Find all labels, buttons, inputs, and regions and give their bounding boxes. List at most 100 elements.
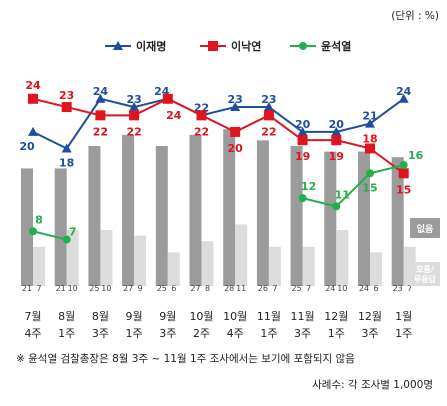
data-point-square [331,135,342,146]
data-point-triangle [331,126,342,136]
legend-marker-square [208,41,218,51]
bar-none-value: 25 [89,284,99,293]
x-tick-month: 1월 [395,310,412,323]
x-tick-week: 1주 [58,327,75,340]
sample-size: 사례수: 각 조사별 1,000명 [312,379,433,391]
bar-none-value: 28 [224,284,234,293]
data-point-square [196,110,207,121]
data-point-triangle [95,93,106,103]
bar-none-value: 27 [123,284,133,293]
x-tick-week: 1주 [126,327,143,340]
x-tick-week: 3주 [92,327,109,340]
bar-dk [201,241,214,286]
bar-none-value: 24 [325,284,335,293]
legend-label-dk: 무응답 [414,274,437,284]
data-label-circle: 12 [301,180,316,193]
data-point-circle [298,194,307,203]
bar-none [256,140,269,286]
bar-none-value: 21 [22,284,32,293]
data-point-triangle [365,118,375,128]
legend-label-none: 없음 [417,223,434,235]
series-line-circle [302,164,404,208]
x-tick-month: 8월 [92,310,109,323]
bar-dk-value: 10 [337,284,347,293]
data-point-square [61,102,72,113]
bar-none-value: 23 [393,284,403,293]
data-label-triangle: 20 [295,118,311,131]
x-tick-month: 11월 [291,310,315,323]
data-point-triangle [297,126,308,136]
bar-none [189,134,202,286]
legend-label-dk: 모름/ [416,264,434,274]
x-tick-month: 8월 [58,310,75,323]
bar-none [54,168,67,286]
legend-label: 윤석열 [321,39,351,53]
bar-none [358,151,370,286]
legend-marker-circle [299,42,307,50]
bar-none [290,146,303,286]
data-label-square: 23 [59,89,74,102]
legend-label: 이낙연 [231,39,261,53]
x-tick-month: 9월 [159,310,176,323]
bar-none-value: 25 [157,284,167,293]
data-label-triangle: 21 [362,110,377,123]
bar-none [155,146,168,286]
data-label-triangle: 20 [329,118,345,131]
data-label-square: 24 [166,109,182,122]
data-label-triangle: 23 [228,93,243,106]
data-label-square: 22 [126,125,141,138]
data-label-triangle: 24 [93,85,109,98]
data-point-square [398,168,409,179]
data-point-triangle [263,102,274,112]
data-label-square: 22 [194,125,209,138]
data-point-circle [366,169,374,178]
unit-label: (단위 : %) [391,10,439,22]
x-tick-week: 3주 [361,327,378,340]
bar-none [122,134,135,286]
data-point-square [28,93,38,104]
bar-dk-value: 7 [306,284,311,293]
data-label-triangle: 24 [396,85,412,98]
bar-dk [167,252,180,286]
bar-none-value: 25 [292,284,302,293]
data-label-triangle: 23 [126,93,141,106]
bar-none-value: 27 [190,284,200,293]
bar-dk [134,235,147,286]
x-tick-week: 4주 [227,327,244,340]
bar-dk-value: 10 [68,284,78,293]
legend-box-dk [410,262,440,286]
legend-marker-triangle [113,41,123,50]
x-tick-week: 1주 [328,327,345,340]
bar-dk-value: 9 [138,284,143,293]
data-label-circle: 7 [69,226,77,239]
bar-none-value: 24 [359,284,369,293]
data-label-circle: 16 [408,149,424,162]
legend-label: 이재명 [136,39,166,53]
data-point-square [297,135,308,146]
data-label-square: 19 [295,150,310,163]
x-tick-month: 10월 [223,310,247,323]
x-tick-month: 12월 [358,310,382,323]
data-point-triangle [398,93,409,103]
bar-dk [302,246,315,286]
series-line-circle [32,230,67,241]
data-label-triangle: 23 [261,93,276,106]
data-label-square: 22 [261,125,276,138]
bar-dk-value: 7 [272,284,277,293]
series-line-triangle [32,97,405,150]
data-point-square [230,126,241,137]
data-point-square [263,110,274,121]
bar-dk [33,246,45,286]
data-point-circle [399,161,408,170]
bar-dk [235,224,248,286]
x-tick-week: 3주 [294,327,311,340]
data-point-triangle [230,102,241,112]
bar-dk [370,252,382,286]
data-point-triangle [28,126,38,136]
x-tick-month: 7월 [24,310,41,323]
x-tick-month: 10월 [189,310,213,323]
x-tick-week: 1주 [395,327,412,340]
bar-none [391,157,404,286]
